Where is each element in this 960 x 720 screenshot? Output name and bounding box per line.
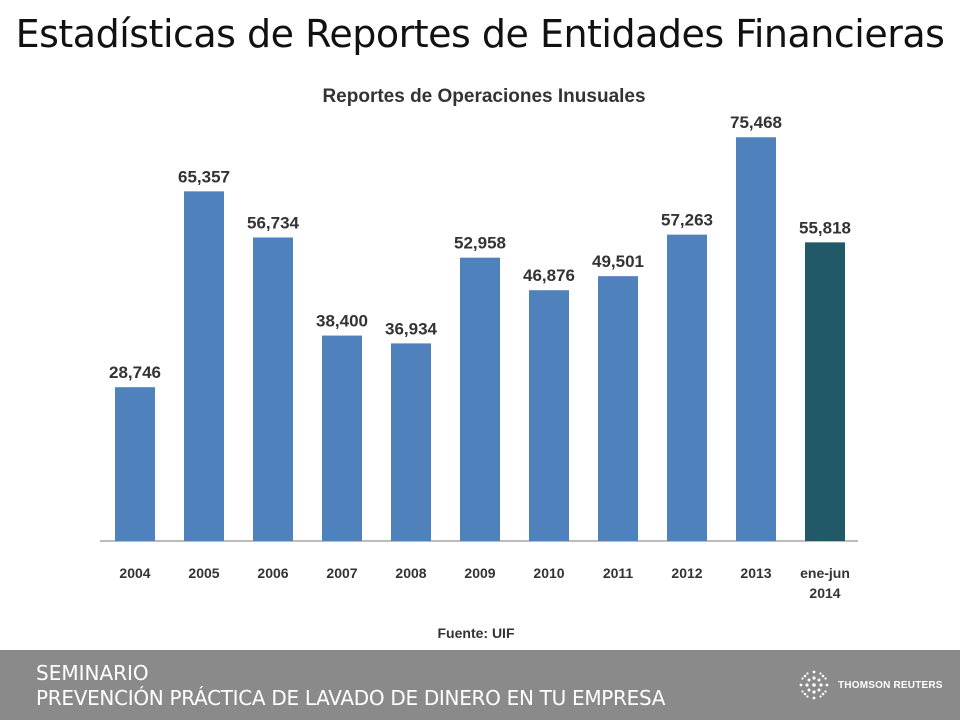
footer-seminar-label: SEMINARIO [36,661,149,685]
bar-0 [115,387,155,541]
bar-4 [391,343,431,541]
x-tick-label: 2011 [603,565,634,581]
brand-name: THOMSON REUTERS [838,679,943,691]
data-label: 38,400 [316,312,368,331]
footer-seminar-title: PREVENCIÓN PRÁCTICA DE LAVADO DE DINERO … [36,686,666,710]
data-label: 55,818 [799,218,851,237]
x-tick-label: 2008 [395,565,426,581]
bar-2 [253,237,293,542]
x-tick-label: 2012 [671,565,702,581]
bar-3 [322,335,362,541]
data-label: 65,357 [178,167,230,186]
bar-7 [598,276,638,541]
data-label: 56,734 [247,213,300,232]
x-tick-label: 2009 [464,565,495,581]
footer-bar: SEMINARIO PREVENCIÓN PRÁCTICA DE LAVADO … [0,650,960,720]
x-tick-label: 2014 [809,585,840,601]
bar-8 [667,234,707,541]
data-label: 49,501 [592,252,644,271]
data-label: 75,468 [730,113,782,132]
x-tick-label: 2010 [533,565,564,581]
x-tick-label: 2004 [119,565,150,581]
data-label: 57,263 [661,211,713,230]
data-label: 28,746 [109,363,161,382]
brand-logo: THOMSON REUTERS [798,669,943,701]
bars-group: 28,746 2004 65,357 2005 56,734 2006 38,400 2007… [109,113,851,601]
source-label: Fuente: UIF [438,625,515,641]
bar-6 [529,290,569,541]
x-tick-label: 2013 [740,565,771,581]
bar-10 [805,242,845,541]
bar-chart: Reportes de Operaciones Inusuales 28,746… [100,86,858,641]
data-label: 52,958 [454,234,506,253]
x-tick-label: 2007 [326,565,357,581]
bar-9 [736,137,776,541]
thomson-reuters-logo-icon [799,670,829,700]
chart-title: Reportes de Operaciones Inusuales [322,86,645,107]
x-tick-label: 2006 [257,565,288,581]
data-label: 36,934 [385,319,438,338]
bar-1 [184,191,224,541]
x-tick-label: 2005 [188,565,219,581]
bar-5 [460,257,500,541]
slide-title: Estadísticas de Reportes de Entidades Fi… [15,12,945,56]
x-tick-label: ene-jun [800,565,850,581]
data-label: 46,876 [523,266,575,285]
